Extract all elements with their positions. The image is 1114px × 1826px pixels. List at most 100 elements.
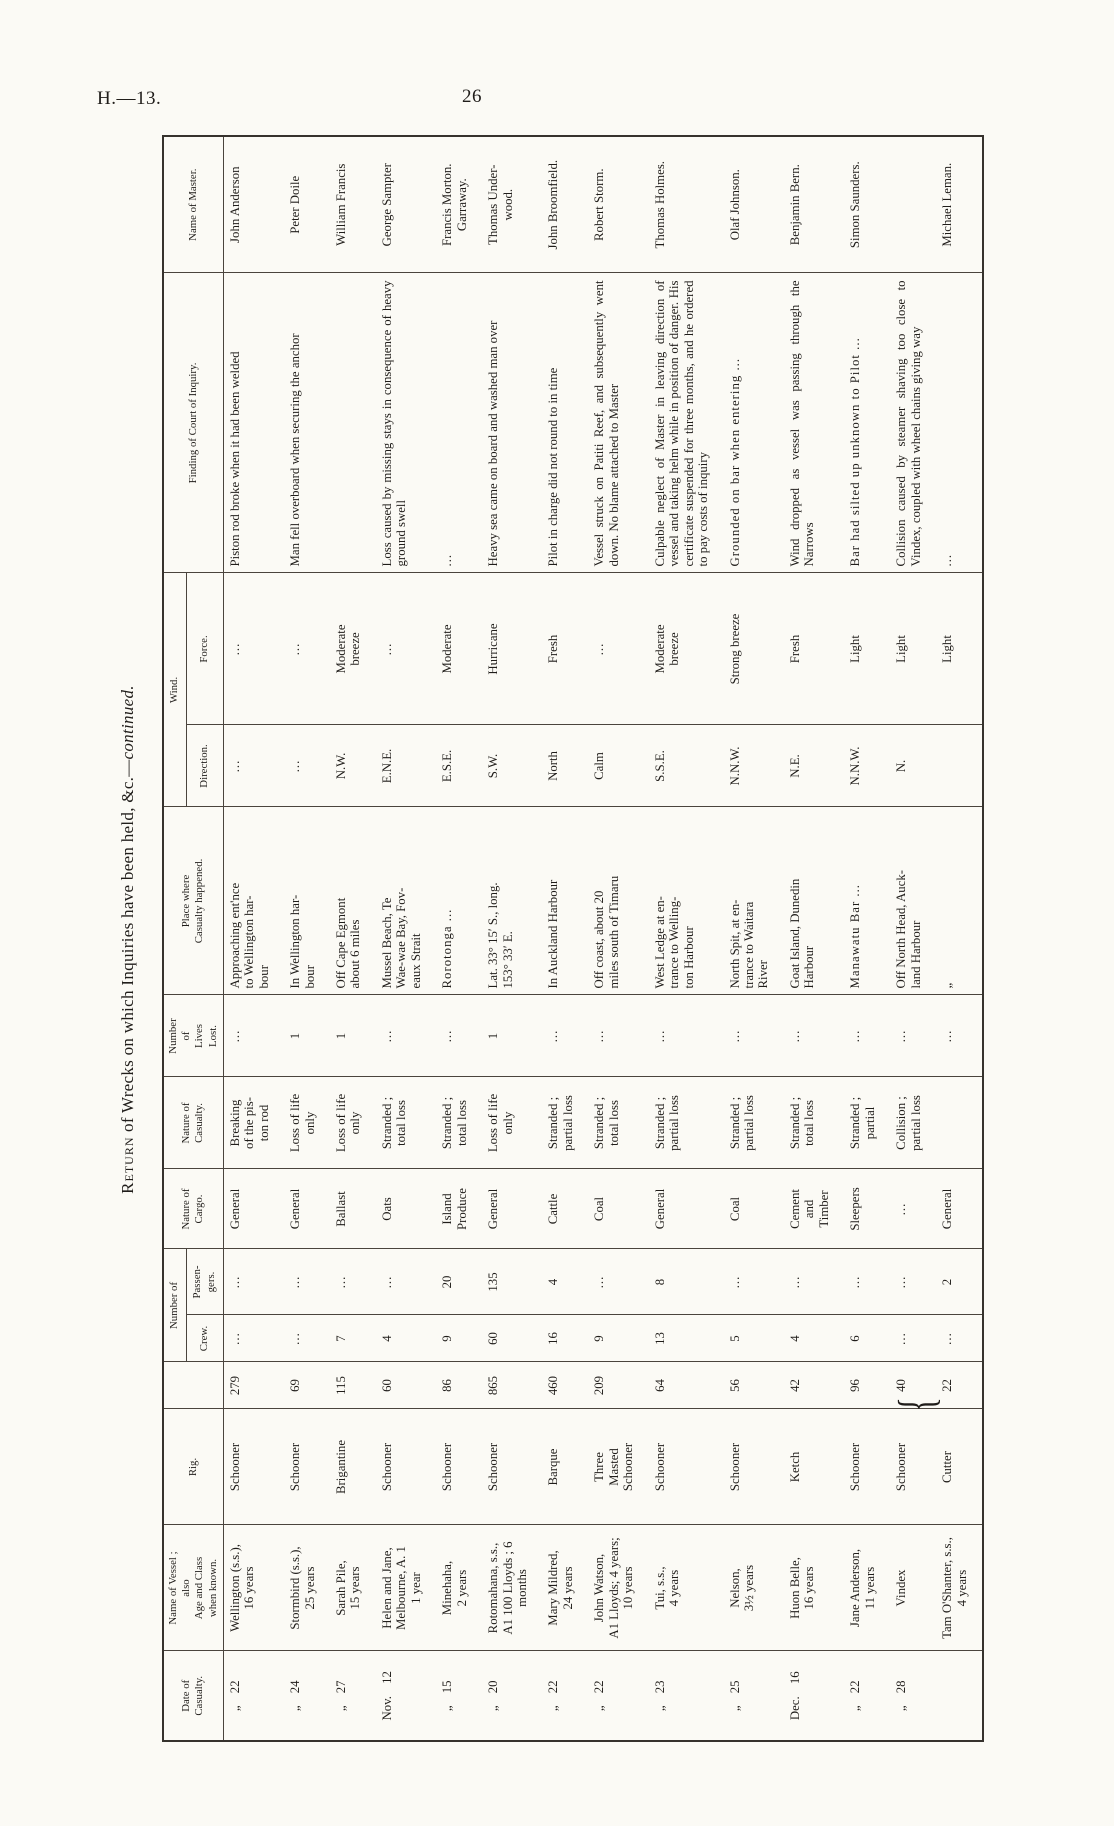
cell-lives: ...	[723, 994, 784, 1077]
cell-force: Fresh	[783, 572, 845, 725]
cell-lives: 1	[284, 994, 330, 1077]
cell-casualty: Stranded ; total loss	[783, 1076, 845, 1169]
cell-passengers: ...	[783, 1248, 845, 1315]
cell-crew: ...	[223, 1315, 285, 1362]
cell-place: Off coast, about 20 miles south of Timar…	[588, 806, 649, 995]
cell-tons: 279	[223, 1362, 285, 1409]
cell-lives: ...	[844, 994, 891, 1077]
cell-place: North Spit, at en- trance to Waitara Riv…	[723, 806, 784, 995]
table-row: „ 24 Stormbird (s.s.), 25 years Schooner 69…	[284, 135, 330, 1741]
cell-crew: ...	[890, 1315, 937, 1362]
wrecks-tbody: „ 22 Wellington (s.s.), 16 years Schooner 2…	[223, 135, 983, 1741]
cell-crew: 9	[436, 1315, 483, 1362]
cell-vessel: Rotomahana, s.s., A1 100 Lloyds ; 6 mont…	[482, 1525, 543, 1651]
cell-place: Mussel Beach, Te Wae-wae Bay, Fov- eaux …	[375, 806, 437, 995]
cell-force: Moderate breeze	[329, 572, 376, 725]
col-header-vessel: Name of Vessel ; also Age and Class when…	[163, 1525, 224, 1651]
cell-passengers: ...	[890, 1248, 937, 1315]
col-header-cargo: Nature of Cargo.	[163, 1168, 224, 1249]
cell-rig: Schooner	[723, 1409, 784, 1525]
cell-finding	[329, 272, 376, 573]
cell-passengers: ...	[329, 1248, 376, 1315]
cell-casualty: Stranded ; partial loss	[648, 1076, 724, 1169]
cell-direction: N.W.	[329, 724, 376, 807]
col-header-tons	[163, 1362, 224, 1409]
cell-master	[890, 135, 937, 273]
cell-cargo: Ballast	[329, 1168, 376, 1249]
cell-crew: 5	[723, 1315, 784, 1362]
col-header-lives-lost: Number of Lives Lost.	[163, 994, 224, 1077]
cell-date: „ 22	[844, 1651, 891, 1741]
cell-place: West Ledge at en- trance to Welling- ton…	[648, 806, 724, 995]
col-header-wind: Wind.	[163, 572, 187, 807]
cell-force: ...	[223, 572, 285, 725]
cell-master: Peter Doile	[284, 135, 330, 273]
table-row: „ 22 John Watson, A1 Lloyds; 4 years; 10 …	[588, 135, 649, 1741]
cell-finding: Man fell overboard when securing the anc…	[284, 272, 330, 573]
cell-passengers: ...	[223, 1248, 285, 1315]
table-row: „ 22 Mary Mildred, 24 years Barque 460 16 4 Ca…	[542, 135, 589, 1741]
cell-vessel: Sarah Pile, 15 years	[329, 1525, 376, 1651]
cell-lives: ...	[436, 994, 483, 1077]
cell-cargo: General	[648, 1168, 724, 1249]
cell-passengers: 135	[482, 1248, 543, 1315]
cell-finding: ...	[436, 272, 483, 573]
cell-direction: E.S.E.	[436, 724, 483, 807]
cell-tons: 69	[284, 1362, 330, 1409]
cell-tons: 60	[375, 1362, 437, 1409]
cell-vessel: Minehaha, 2 years	[436, 1525, 483, 1651]
cell-direction: Calm	[588, 724, 649, 807]
cell-cargo: ...	[890, 1168, 937, 1249]
cell-force: Light	[890, 572, 937, 725]
cell-lives: ...	[936, 994, 983, 1077]
cell-casualty: Stranded ; partial loss	[723, 1076, 784, 1169]
cell-cargo: General	[284, 1168, 330, 1249]
cell-force: ...	[588, 572, 649, 725]
cell-cargo: Coal	[588, 1168, 649, 1249]
cell-direction: N.E.	[783, 724, 845, 807]
cell-date: Dec. 16	[783, 1651, 845, 1741]
col-header-date: Date of Casualty.	[163, 1651, 224, 1741]
cell-place: In Auckland Harbour	[542, 806, 589, 995]
cell-force: ...	[284, 572, 330, 725]
cell-lives: ...	[890, 994, 937, 1077]
table-row: „ 25 Nelson, 3½ years Schooner 56 5... Coal St…	[723, 135, 784, 1741]
cell-tons: 865	[482, 1362, 543, 1409]
cell-date: „ 20	[482, 1651, 543, 1741]
cell-passengers: 20	[436, 1248, 483, 1315]
cell-direction: S.S.E.	[648, 724, 724, 807]
cell-finding: Pilot in charge did not round to in time	[542, 272, 589, 573]
cell-passengers: ...	[844, 1248, 891, 1315]
cell-finding: Bar had silted up unknown to Pilot ...	[844, 272, 891, 573]
cell-tons: 460	[542, 1362, 589, 1409]
cell-casualty: Loss of life only	[284, 1076, 330, 1169]
cell-force: Fresh	[542, 572, 589, 725]
cell-finding: Collision caused by steamer shaving too …	[890, 272, 937, 573]
cell-vessel: Tui, s.s., 4 years	[648, 1525, 724, 1651]
col-header-wind-direction: Direction.	[186, 724, 224, 807]
cell-master: John Broomfield.	[542, 135, 589, 273]
table-row: „ 22 Jane Anderson, 11 years Schooner 96 6..…	[844, 135, 891, 1741]
cell-master: John Anderson	[223, 135, 285, 273]
cell-place: Off Cape Egmont about 6 miles	[329, 806, 376, 995]
cell-cargo: Island Produce	[436, 1168, 483, 1249]
cell-master: Olaf Johnson.	[723, 135, 784, 273]
cell-cargo: General	[936, 1168, 983, 1249]
cell-direction: S.W.	[482, 724, 543, 807]
cell-master: Michael Leman.	[936, 135, 983, 273]
cell-tons: 115	[329, 1362, 376, 1409]
cell-vessel: Jane Anderson, 11 years	[844, 1525, 891, 1651]
cell-date: Nov. 12	[375, 1651, 437, 1741]
cell-direction: ...	[223, 724, 285, 807]
cell-place: Rorotonga ...	[436, 806, 483, 995]
cell-crew: 60	[482, 1315, 543, 1362]
cell-cargo: General	[223, 1168, 285, 1249]
col-header-crew: Crew.	[186, 1315, 224, 1362]
cell-lives: ...	[223, 994, 285, 1077]
cell-lives: ...	[588, 994, 649, 1077]
cell-force: Moderate	[436, 572, 483, 725]
cell-crew: 4	[375, 1315, 437, 1362]
cell-rig: Schooner	[375, 1409, 437, 1525]
cell-rig: Cutter	[936, 1409, 983, 1525]
table-row: Nov. 12 Helen and Jane, Melbourne, A. 1 1…	[375, 135, 437, 1741]
